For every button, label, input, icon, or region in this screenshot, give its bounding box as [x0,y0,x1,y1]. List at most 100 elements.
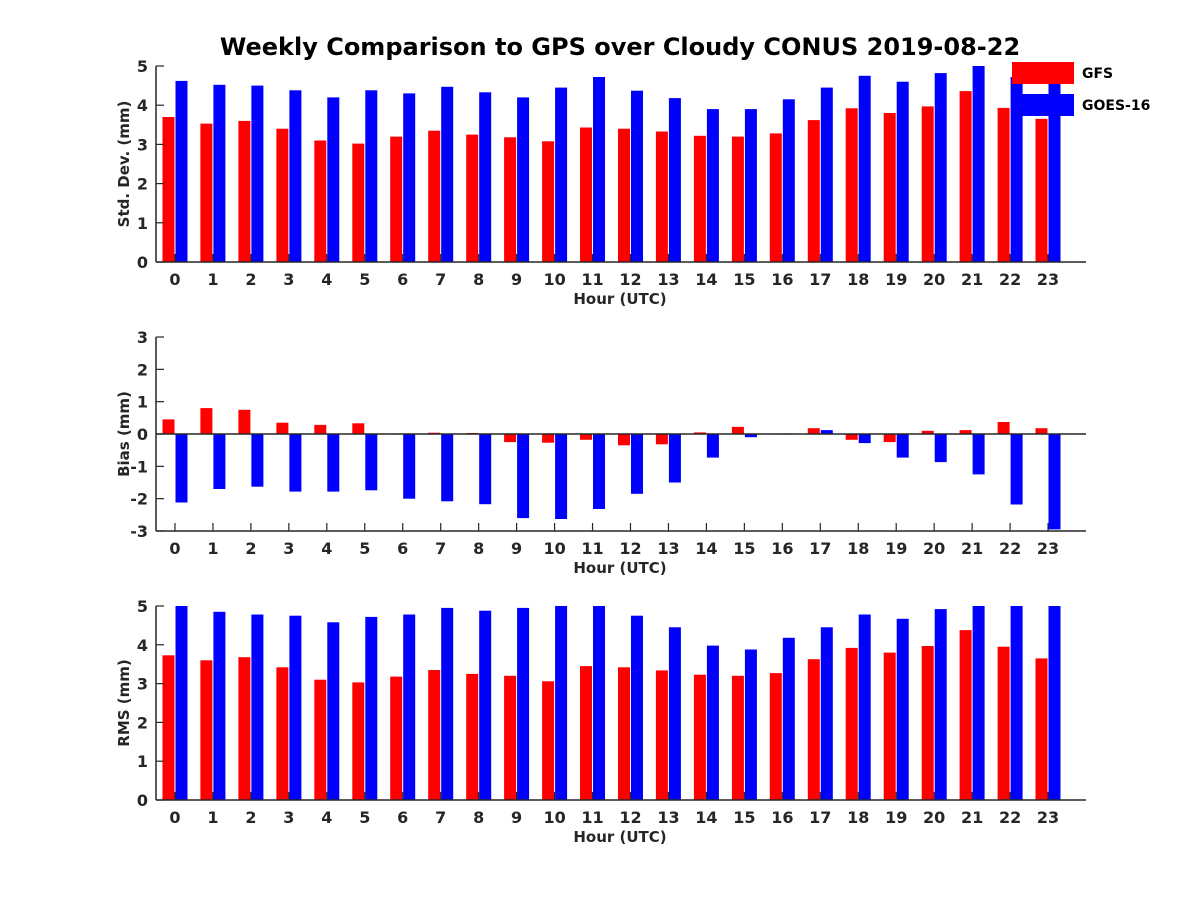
bar-gfs-23 [1035,118,1048,263]
x-tick-label: 8 [473,808,484,827]
bar-gfs-1 [200,408,213,434]
bar-goes-16-18 [858,75,871,262]
bar-gfs-2 [238,409,251,435]
x-axis-label: Hour (UTC) [573,290,666,308]
y-tick-label: 2 [137,175,148,194]
x-tick-label: 19 [885,539,907,558]
bar-goes-16-11 [593,606,605,800]
x-tick-label: 0 [169,539,180,558]
x-tick-label: 3 [283,539,294,558]
bar-goes-16-14 [706,645,719,800]
x-tick-label: 4 [321,808,332,827]
bar-goes-16-23 [1048,80,1061,263]
y-tick-label: -3 [130,522,148,541]
bar-gfs-21 [959,91,972,262]
x-tick-label: 12 [619,539,641,558]
bar-gfs-8 [466,134,479,262]
bar-gfs-1 [200,123,213,262]
bar-gfs-0 [162,419,175,434]
x-tick-label: 15 [733,270,755,289]
x-tick-label: 8 [473,539,484,558]
x-tick-label: 6 [397,539,408,558]
x-tick-label: 15 [733,539,755,558]
bar-goes-16-14 [706,434,719,458]
bar-goes-16-13 [668,434,681,483]
x-tick-label: 4 [321,539,332,558]
bar-goes-16-4 [327,97,340,263]
bar-goes-16-8 [479,610,492,800]
x-tick-label: 20 [923,270,945,289]
bar-gfs-20 [921,646,934,800]
x-tick-label: 14 [695,539,717,558]
x-tick-label: 19 [885,270,907,289]
bar-gfs-6 [390,136,403,262]
bar-goes-16-22 [1010,606,1023,800]
bar-goes-16-2 [251,614,264,800]
bar-goes-16-19 [896,618,909,800]
bar-goes-16-20 [934,73,947,262]
bar-gfs-23 [1035,658,1048,800]
bar-gfs-11 [580,434,592,440]
x-tick-label: 5 [359,270,370,289]
x-tick-label: 7 [435,539,446,558]
bar-goes-16-10 [555,87,568,262]
y-tick-label: 1 [137,214,148,233]
bar-gfs-7 [428,670,441,800]
bar-gfs-16 [769,133,782,262]
bar-gfs-13 [655,131,668,262]
y-tick-label: -1 [130,457,148,476]
bar-gfs-9 [504,137,517,262]
y-tick-label: 4 [137,96,148,115]
x-tick-label: 5 [359,808,370,827]
x-tick-label: 3 [283,808,294,827]
bar-goes-16-10 [555,434,568,519]
x-tick-label: 12 [619,808,641,827]
x-tick-label: 11 [581,539,603,558]
x-tick-label: 6 [397,270,408,289]
bar-gfs-20 [921,106,934,263]
x-tick-label: 17 [809,808,831,827]
x-tick-label: 12 [619,270,641,289]
bar-goes-16-9 [517,434,530,519]
x-tick-label: 2 [245,270,256,289]
x-tick-label: 1 [207,270,218,289]
bar-gfs-15 [731,426,744,434]
x-tick-label: 22 [999,808,1021,827]
x-tick-label: 16 [771,539,793,558]
bar-goes-16-13 [668,98,681,262]
x-tick-label: 17 [809,539,831,558]
bar-gfs-10 [542,434,555,443]
chart-legend: GFS GOES-16 [1012,62,1150,116]
bar-goes-16-9 [517,607,530,800]
bar-gfs-5 [352,423,365,434]
bar-goes-16-6 [403,614,416,800]
bar-goes-16-15 [744,109,757,262]
x-tick-label: 9 [511,539,522,558]
bar-goes-16-23 [1048,606,1061,800]
bar-goes-16-12 [631,90,643,262]
y-tick-label: 3 [137,328,148,347]
y-tick-label: 0 [137,253,148,272]
bar-gfs-18 [845,108,858,262]
x-tick-label: 1 [207,808,218,827]
bar-goes-16-11 [593,434,605,509]
x-tick-label: 10 [543,808,565,827]
bar-gfs-2 [238,657,251,800]
y-tick-label: 1 [137,393,148,412]
bar-gfs-22 [997,646,1010,800]
x-tick-label: 19 [885,808,907,827]
x-tick-label: 21 [961,539,983,558]
x-tick-label: 22 [999,270,1021,289]
x-tick-label: 9 [511,270,522,289]
x-tick-label: 8 [473,270,484,289]
bar-gfs-22 [997,107,1010,263]
bar-gfs-4 [314,424,327,434]
legend-swatch-gfs [1012,62,1074,84]
y-axis-label: Bias (mm) [115,391,133,477]
x-tick-label: 1 [207,539,218,558]
bar-gfs-17 [807,120,820,262]
bar-goes-16-17 [820,430,833,434]
y-tick-label: -2 [130,490,148,509]
bar-goes-16-22 [1010,77,1023,262]
